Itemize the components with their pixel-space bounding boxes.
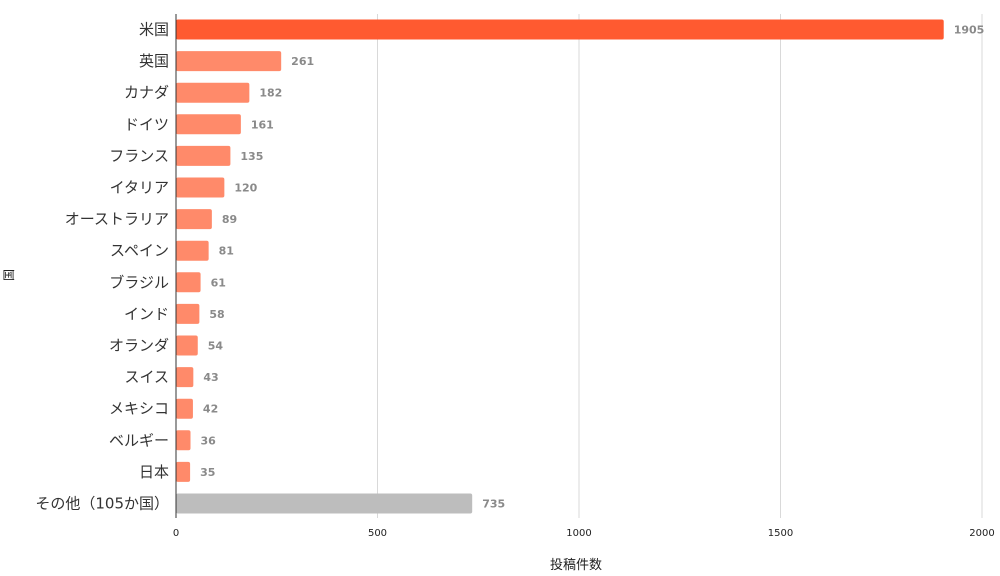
bar	[176, 51, 282, 72]
data-label: 89	[222, 213, 237, 226]
data-label: 161	[251, 118, 274, 131]
bars	[176, 19, 944, 514]
bar	[176, 177, 225, 198]
category-label: 英国	[139, 52, 169, 70]
category-label: スペイン	[110, 242, 169, 260]
bar	[176, 145, 231, 166]
category-label: オランダ	[109, 337, 169, 355]
x-axis-title: 投稿件数	[550, 557, 602, 573]
bar	[176, 335, 198, 356]
bar	[176, 272, 201, 293]
category-label: インド	[124, 305, 169, 323]
x-tick-label: 1000	[566, 528, 591, 539]
data-label: 42	[203, 403, 218, 416]
data-label: 261	[291, 55, 314, 68]
x-tick-label: 2000	[969, 528, 994, 539]
data-label: 61	[211, 276, 226, 289]
category-label: イタリア	[110, 179, 169, 197]
category-label: フランス	[109, 147, 169, 165]
category-label: ブラジル	[109, 273, 169, 291]
x-tick-label: 500	[368, 528, 387, 539]
x-tick-labels: 0 500 1000 1500 2000	[173, 528, 995, 539]
data-label: 135	[240, 150, 263, 163]
data-label: 81	[219, 245, 234, 258]
data-label: 43	[203, 371, 218, 384]
category-labels: 米国英国カナダドイツフランスイタリアオーストラリアスペインブラジルインドオランダ…	[35, 21, 169, 513]
data-label: 58	[209, 308, 224, 321]
category-label: カナダ	[124, 84, 169, 102]
data-label: 120	[234, 182, 257, 195]
bar	[176, 240, 209, 261]
bar	[176, 367, 194, 388]
data-label: 54	[208, 340, 224, 353]
data-labels: 1905 261 182 161 135 120 89 81 61 58 54 43 42 36 35 735	[200, 24, 984, 511]
data-label: 35	[200, 466, 215, 479]
category-label: ドイツ	[124, 115, 169, 133]
bar	[176, 493, 473, 514]
data-label: 36	[201, 434, 217, 447]
x-tick-label: 1500	[768, 528, 793, 539]
bar	[176, 82, 250, 103]
category-label: オーストラリア	[65, 210, 169, 228]
category-label: スイス	[124, 368, 169, 386]
category-label: 米国	[139, 21, 169, 39]
bar	[176, 19, 944, 40]
bar	[176, 209, 212, 230]
data-label: 1905	[954, 24, 985, 37]
category-label: その他（105か国）	[35, 495, 169, 513]
bar	[176, 398, 193, 419]
data-label: 735	[482, 498, 505, 511]
gridlines	[377, 14, 983, 518]
bar	[176, 114, 241, 135]
data-label: 182	[259, 87, 282, 100]
y-axis-title: 国	[2, 269, 16, 281]
bar	[176, 461, 191, 482]
x-tick-label: 0	[173, 528, 179, 539]
category-label: 日本	[139, 463, 169, 481]
bar	[176, 303, 200, 324]
category-label: ベルギー	[109, 431, 169, 449]
bar	[176, 430, 191, 451]
category-label: メキシコ	[109, 400, 169, 418]
